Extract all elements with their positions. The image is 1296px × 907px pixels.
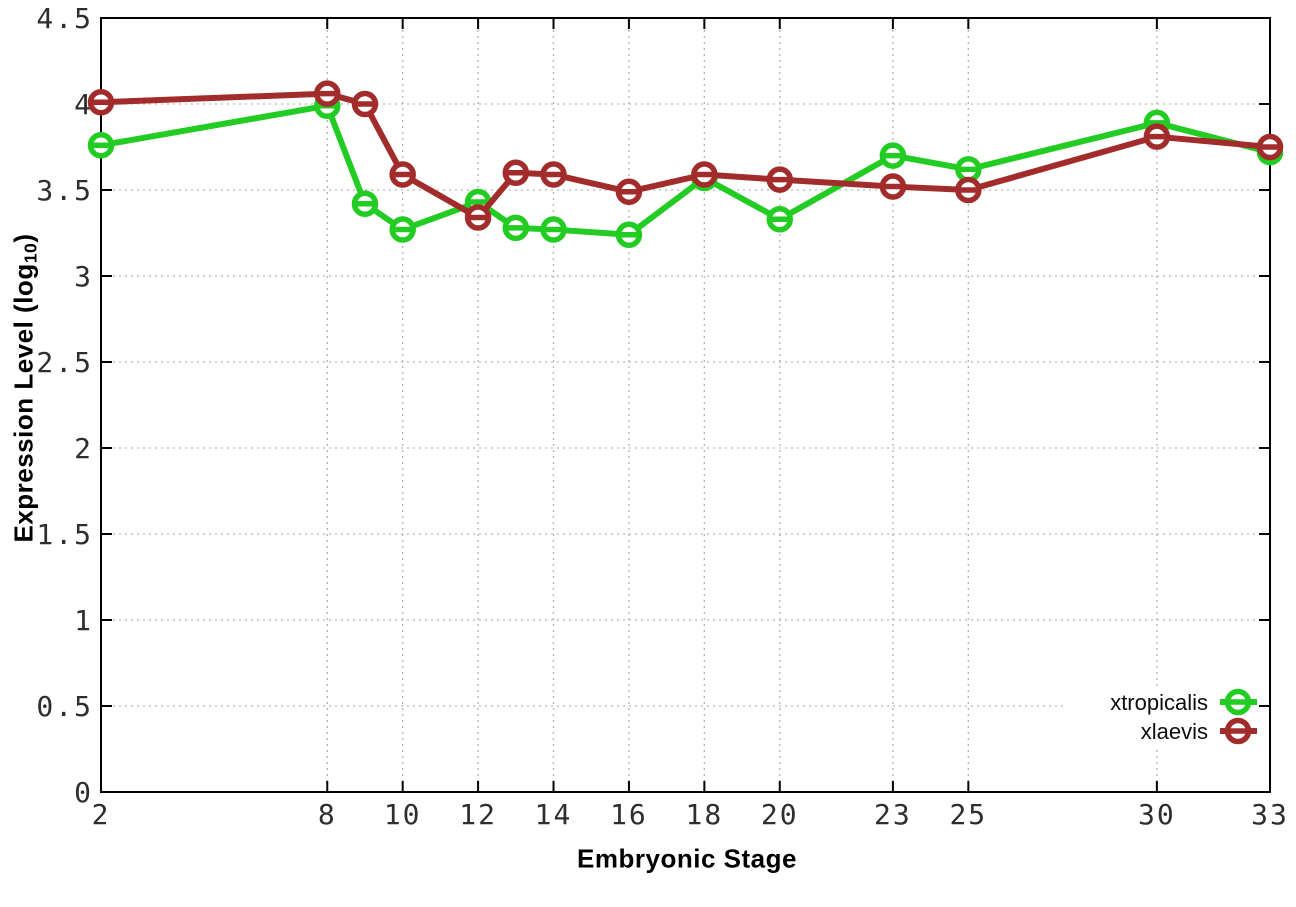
x-tick-label-12: 12 <box>459 798 497 831</box>
x-axis-title: Embryonic Stage <box>577 844 797 875</box>
y-axis-title-text: Expression Level (log <box>8 263 39 543</box>
x-tick-label-16: 16 <box>610 798 648 831</box>
y-tick-label-1.5: 1.5 <box>36 518 93 551</box>
y-axis-title-close: ) <box>8 233 39 243</box>
y-tick-label-1: 1 <box>74 604 93 637</box>
x-tick-label-14: 14 <box>535 798 573 831</box>
series-line-xtropicalis <box>100 102 1271 238</box>
y-tick-label-3: 3 <box>74 260 93 293</box>
x-tick-label-25: 25 <box>949 798 987 831</box>
x-tick-label-33: 33 <box>1251 798 1289 831</box>
y-tick-label-2: 2 <box>74 432 93 465</box>
y-tick-label-4: 4 <box>74 88 93 121</box>
y-tick-label-0: 0 <box>74 776 93 809</box>
y-tick-label-2.5: 2.5 <box>36 346 93 379</box>
legend-label-xtropicalis: xtropicalis <box>1110 690 1208 715</box>
x-tick-label-10: 10 <box>384 798 422 831</box>
x-tick-label-23: 23 <box>874 798 912 831</box>
y-axis-title: Expression Level (log10) <box>8 233 41 543</box>
legend-label-xlaevis: xlaevis <box>1141 719 1208 744</box>
y-axis-title-subscript: 10 <box>20 242 41 264</box>
x-tick-label-2: 2 <box>92 798 111 831</box>
y-tick-label-3.5: 3.5 <box>36 174 93 207</box>
x-axis-title-text: Embryonic Stage <box>577 843 797 874</box>
y-tick-label-0.5: 0.5 <box>36 690 93 723</box>
x-tick-label-30: 30 <box>1138 798 1176 831</box>
x-tick-label-8: 8 <box>318 798 337 831</box>
x-tick-label-20: 20 <box>761 798 799 831</box>
x-tick-label-18: 18 <box>685 798 723 831</box>
y-tick-label-4.5: 4.5 <box>36 2 93 35</box>
plot-border <box>100 17 1271 793</box>
